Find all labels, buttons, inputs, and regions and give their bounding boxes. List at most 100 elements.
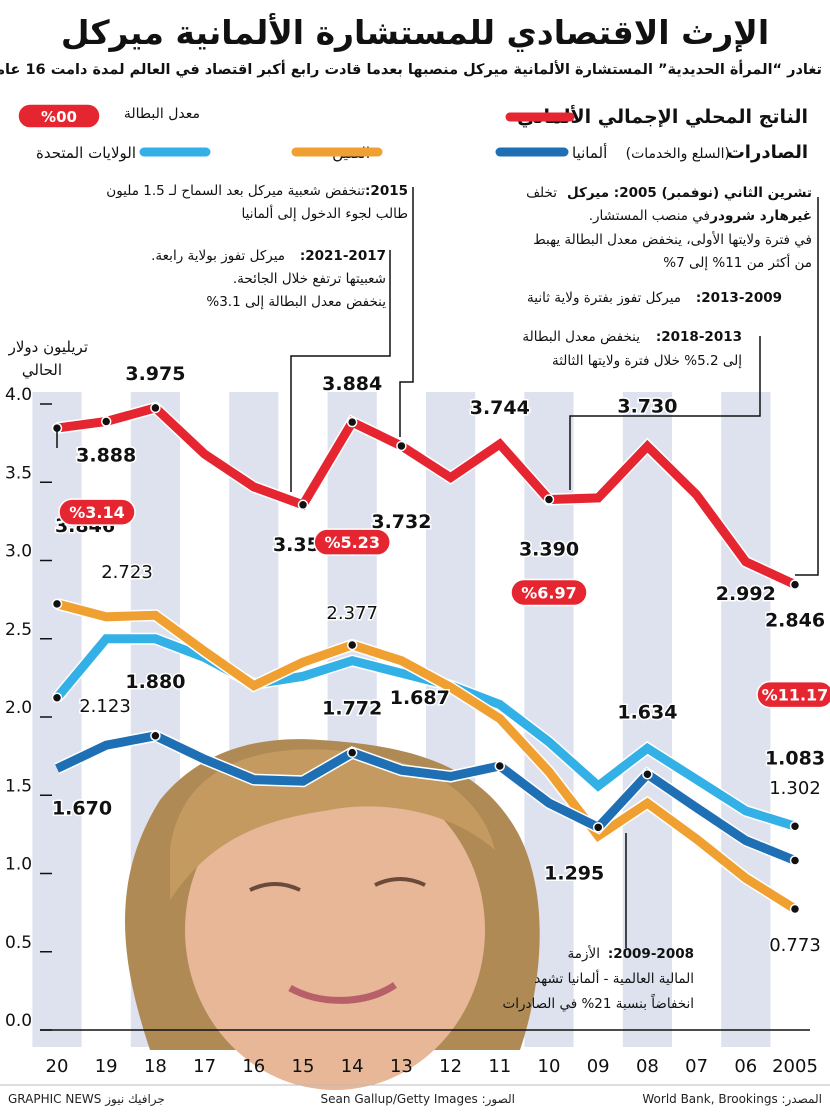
- x-tick-label: 10: [538, 1056, 561, 1077]
- data-label-usa: 1.302: [769, 778, 821, 799]
- unemployment-badge: [510, 578, 588, 607]
- data-label-china: 0.773: [769, 935, 821, 956]
- portrait-photo: [125, 739, 540, 1090]
- legend-gdp-label: الناتج المحلي الإجمالي الألماني: [517, 105, 808, 128]
- annotation-2009-line1: ميركل تفوز بفترة ولاية ثانية: [527, 290, 681, 306]
- y-tick-label: 1.5: [5, 776, 32, 796]
- annotation-2013-line2: إلى 5.2% خلال فترة ولايتها الثالثة: [552, 353, 742, 369]
- legend-exports-title: الصادرات: [727, 142, 808, 163]
- unemployment-badge: [58, 498, 136, 526]
- annotation-2017-bold: 2021-2017:: [300, 248, 386, 264]
- data-label-china: 2.377: [326, 603, 378, 624]
- x-tick-label: 20: [46, 1056, 69, 1077]
- annotation-leaders: [56, 187, 819, 948]
- annotation-crisis-bold: 2009-2008:: [608, 946, 694, 962]
- data-point-germany: [789, 855, 801, 866]
- annotation-2013-line1: ينخفض معدل البطالة: [522, 329, 640, 345]
- data-point-germany: [150, 730, 161, 742]
- year-stripe: [32, 392, 82, 1047]
- data-marks: 2.8462.9923.7303.3903.7443.7323.8843.356…: [50, 361, 830, 958]
- data-label-gdp: 2.846: [765, 610, 825, 632]
- annotation-crisis-line1: المالية العالمية - ألمانيا تشهد: [534, 969, 694, 987]
- page-title: الإرث الاقتصادي للمستشارة الألمانية ميرك…: [61, 12, 769, 53]
- y-axis: 0.0 0.5 1.0 1.5 2.0 2.5 3.0 3.5 4.0 تريليون دولار…: [5, 338, 818, 1077]
- legend-germany-label: ألمانيا: [572, 143, 607, 162]
- annotation-2017-line1: ميركل تفوز بولاية رابعة.: [151, 248, 285, 264]
- y-tick-label: 0.0: [5, 1011, 32, 1031]
- x-tick-label: 16: [242, 1056, 265, 1077]
- legend-exports-sub: (السلع والخدمات): [626, 146, 730, 162]
- x-tick-label: 19: [95, 1056, 118, 1077]
- x-tick-label: 18: [144, 1056, 167, 1077]
- series-line-germany: [55, 731, 797, 865]
- x-tick-label: 08: [636, 1056, 659, 1077]
- data-point-gdp: [396, 440, 407, 452]
- x-tick-label: 07: [685, 1056, 708, 1077]
- unemployment-badge-text: %3.14: [69, 503, 125, 522]
- leader-2013: [569, 336, 761, 490]
- data-point-germany: [592, 822, 604, 833]
- footer-brand: GRAPHIC NEWS جرافيك نيوز: [8, 1092, 165, 1107]
- annotation-2009-bold: 2013-2009:: [696, 290, 782, 306]
- footer-photo-credit: الصور: Sean Gallup/Getty Images: [321, 1092, 515, 1107]
- legend-unemployment-badge: [17, 103, 101, 129]
- x-tick-label: 09: [587, 1056, 610, 1077]
- y-tick-label: 3.0: [5, 542, 32, 562]
- annotations: 2015: تنخفض شعبية ميركل بعد السماح لـ 1.…: [106, 183, 812, 1012]
- leader-2017: [290, 250, 391, 492]
- series-line-gdp: [56, 402, 797, 589]
- data-label-gdp: 3.975: [125, 363, 185, 385]
- data-point-germany: [642, 769, 653, 780]
- y-tick-label: 1.0: [5, 855, 32, 875]
- y-tick-label: 4.0: [5, 385, 32, 405]
- y-tick-label: 0.5: [5, 933, 32, 953]
- unemployment-badge-text: %6.97: [521, 583, 577, 602]
- x-tick-label: 13: [390, 1056, 413, 1077]
- data-point-usa: [789, 820, 801, 832]
- page-subtitle: تغادر “المرأة الحديدية” المستشارة الألما…: [0, 60, 822, 78]
- x-tick-label: 15: [292, 1056, 315, 1077]
- unemployment-badge-text: %11.17: [762, 686, 829, 705]
- data-point-gdp: [543, 494, 555, 505]
- x-tick-label: 17: [193, 1056, 216, 1077]
- annotation-2005-line3: في فترة ولايتها الأولى، ينخفض معدل البطا…: [533, 231, 812, 248]
- data-label-germany: 1.687: [390, 687, 450, 709]
- data-point-usa: [51, 692, 63, 704]
- legend-unemployment-label: معدل البطالة: [124, 106, 200, 122]
- y-axis-title: تريليون دولار الحالي: [8, 338, 88, 380]
- data-point-germany: [494, 760, 506, 772]
- legend-usa-label: الولايات المتحدة: [36, 144, 136, 162]
- data-point-china: [51, 598, 63, 610]
- series-lines: [52, 401, 799, 915]
- data-label-gdp: 3.390: [519, 538, 579, 560]
- annotation-2015-bold: 2015:: [365, 183, 408, 199]
- x-tick-label: 14: [341, 1056, 364, 1077]
- data-label-gdp: 3.730: [617, 395, 677, 417]
- annotation-2017-line2: شعبيتها ترتفع خلال الجائحة.: [233, 271, 386, 287]
- data-label-germany: 1.083: [765, 748, 825, 770]
- unemployment-badge: [756, 680, 830, 709]
- unemployment-badge-text: %5.23: [324, 533, 380, 552]
- year-stripe: [622, 392, 672, 1047]
- legend-unemployment-badge-text: %00: [41, 108, 77, 126]
- series-line-china: [55, 599, 798, 913]
- data-point-gdp: [789, 579, 801, 590]
- x-tick-label: 11: [488, 1056, 511, 1077]
- data-point-china: [346, 639, 358, 651]
- x-tick-label: 2005: [772, 1056, 818, 1077]
- y-tick-label: 2.0: [5, 698, 32, 718]
- unemployment-badge: [313, 528, 391, 556]
- legend: الناتج المحلي الإجمالي الألماني معدل الب…: [17, 103, 808, 163]
- data-label-germany: 1.670: [52, 798, 112, 820]
- data-label-germany: 1.295: [544, 862, 604, 884]
- annotation-2013-bold: 2018-2013:: [656, 329, 742, 345]
- annotation-2005-bold2: غيرهارد شرودر: [709, 208, 812, 224]
- data-point-gdp: [150, 402, 161, 414]
- y-tick-label: 2.5: [5, 620, 32, 640]
- data-label-germany: 1.634: [617, 701, 677, 723]
- year-stripe: [721, 392, 771, 1047]
- leader-2015: [399, 187, 414, 437]
- leader-spacer: [783, 292, 792, 298]
